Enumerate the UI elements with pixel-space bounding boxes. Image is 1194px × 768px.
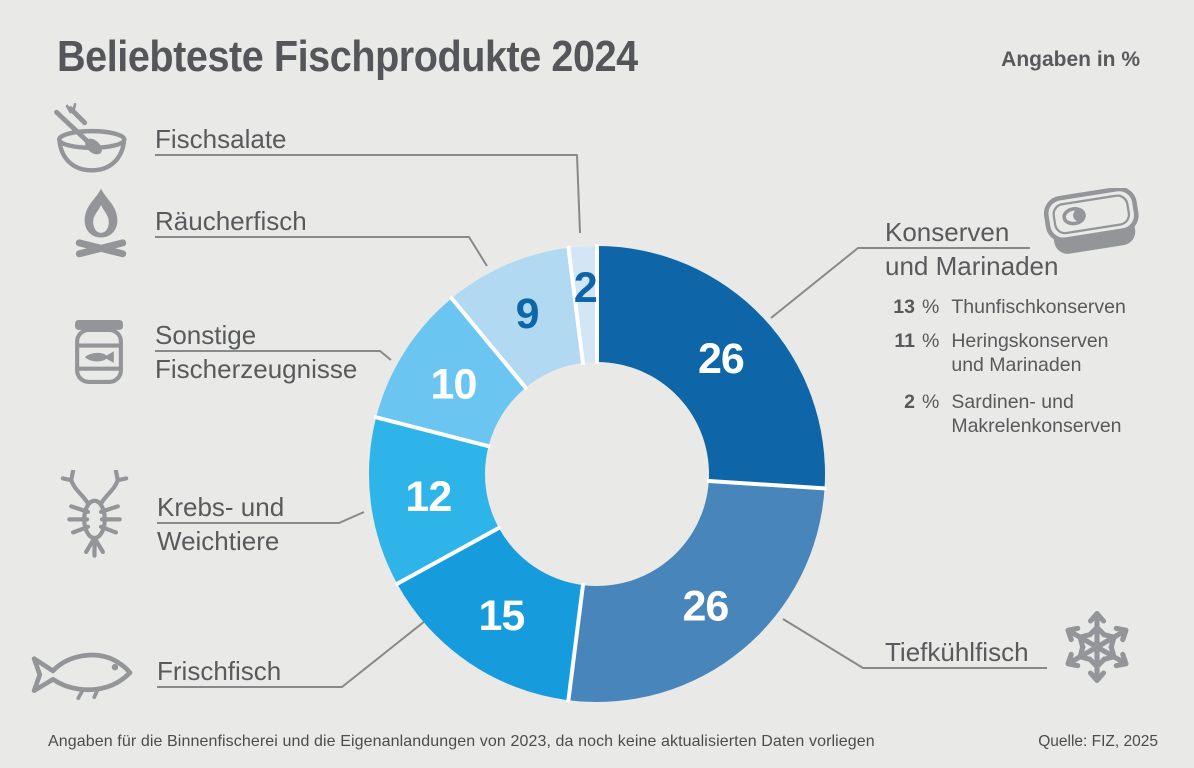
callout-frischfisch: Frischfisch xyxy=(157,654,281,688)
donut-segment-value: 26 xyxy=(698,335,744,383)
donut-segment xyxy=(369,417,499,584)
donut-chart: 26 26 15 12 10 92 xyxy=(369,244,827,703)
breakdown-value: 2 xyxy=(904,391,915,413)
breakdown-label: Heringskonserven und Marinaden xyxy=(951,329,1108,377)
leader-line-frischfisch xyxy=(157,620,426,688)
breakdown-row-hering: 11 % Heringskonserven und Marinaden xyxy=(885,329,1108,377)
donut-segment xyxy=(451,247,583,388)
breakdown-label-line2: und Marinaden xyxy=(951,354,1082,376)
leader-line-konserven xyxy=(770,247,1030,319)
percent-sign: % xyxy=(922,296,940,318)
breakdown-row-thunfisch: 13 % Thunfischkonserven xyxy=(885,295,1126,319)
snowflake-icon xyxy=(1058,608,1136,686)
callout-tiefkuehlfisch: Tiefkühlfisch xyxy=(885,635,1029,669)
donut-segment-value: 2 xyxy=(574,264,597,312)
callout-krebs-line1: Krebs- und xyxy=(157,492,285,522)
callout-konserven-line1: Konserven xyxy=(885,217,1010,247)
segment-separator xyxy=(394,525,502,587)
jar-with-fish-icon xyxy=(75,320,123,384)
callout-konserven: Konserven und Marinaden xyxy=(885,215,1058,283)
percent-sign: % xyxy=(922,330,940,352)
unit-note: Angaben in % xyxy=(1001,48,1140,71)
breakdown-row-sardinen: 2 % Sardinen- und Makrelenkonserven xyxy=(885,390,1121,438)
donut-segment xyxy=(376,298,526,447)
callout-sonstige-line2: Fischerzeugnisse xyxy=(155,354,358,384)
leader-line-sonstige xyxy=(155,350,392,361)
segment-separator xyxy=(448,295,529,391)
breakdown-label-line2: Makrelenkonserven xyxy=(951,415,1122,437)
callout-tiefkuehlfisch-line: Tiefkühlfisch xyxy=(885,637,1029,667)
donut-segment xyxy=(397,527,583,701)
fish-icon xyxy=(31,652,133,700)
segment-separator xyxy=(373,414,491,449)
breakdown-label: Thunfischkonserven xyxy=(951,296,1126,318)
salad-bowl-icon xyxy=(54,103,127,173)
callout-krebs: Krebs- und Weichtiere xyxy=(157,490,284,558)
callout-raeucherfisch-line: Räucherfisch xyxy=(155,206,307,236)
breakdown-label-line1: Sardinen- und xyxy=(951,391,1074,413)
campfire-icon xyxy=(75,188,127,258)
donut-segment-value: 12 xyxy=(405,473,451,521)
segment-separator xyxy=(566,245,586,366)
leader-line-tiefkuehlfisch xyxy=(782,618,1047,669)
donut-segment-value: 15 xyxy=(479,592,525,640)
breakdown-value: 11 xyxy=(894,330,915,352)
page-title: Beliebteste Fischprodukte 2024 xyxy=(57,32,638,81)
donut-segment xyxy=(568,481,825,702)
segment-separator xyxy=(566,582,586,703)
callout-sonstige: Sonstige Fischerzeugnisse xyxy=(155,318,357,386)
leader-line-fischsalate xyxy=(155,154,581,234)
footnote: Angaben für die Binnenfischerei und die … xyxy=(48,733,875,750)
donut-segment xyxy=(568,246,597,363)
source-note: Quelle: FIZ, 2025 xyxy=(1038,733,1158,750)
segment-separator xyxy=(706,478,827,491)
callout-krebs-line2: Weichtiere xyxy=(157,526,280,556)
callout-sonstige-line1: Sonstige xyxy=(155,320,257,350)
percent-sign: % xyxy=(922,391,940,413)
sardine-tin-icon xyxy=(1043,188,1139,254)
leader-line-raeucherfisch xyxy=(155,236,488,267)
leader-line-krebs xyxy=(157,511,365,524)
callout-frischfisch-line: Frischfisch xyxy=(157,656,282,686)
donut-segment xyxy=(597,246,825,489)
crayfish-icon xyxy=(60,470,129,558)
callout-raeucherfisch: Räucherfisch xyxy=(155,204,307,238)
callout-fischsalate-line: Fischsalate xyxy=(155,124,287,154)
donut-segment-value: 26 xyxy=(682,582,728,630)
callout-fischsalate: Fischsalate xyxy=(155,122,287,156)
breakdown-value: 13 xyxy=(893,296,915,318)
donut-segment-value: 10 xyxy=(431,360,477,408)
callout-konserven-line2: und Marinaden xyxy=(885,251,1059,281)
breakdown-label-line1: Heringskonserven xyxy=(951,330,1109,352)
breakdown-label: Sardinen- und Makrelenkonserven xyxy=(951,390,1121,438)
donut-segment-value: 9 xyxy=(516,290,539,338)
